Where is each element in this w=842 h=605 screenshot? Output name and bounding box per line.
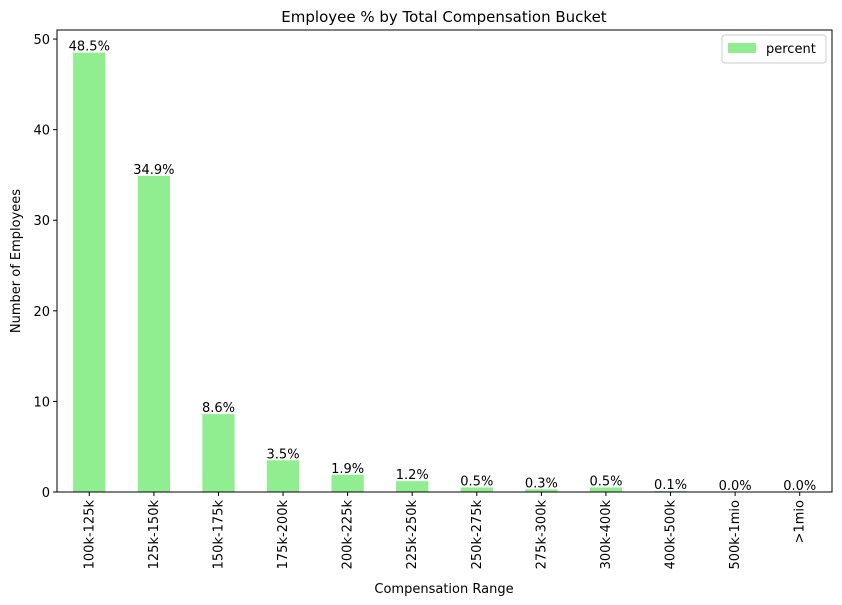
x-tick-label: 175k-200k: [276, 500, 291, 570]
y-tick-label: 50: [33, 33, 50, 48]
bar-value-label: 0.0%: [783, 479, 816, 494]
bar: [589, 487, 623, 492]
bar-labels-group: 48.5% 34.9% 8.6% 3.5% 1.9% 1.2% 0.5% 0.3% 0.5% 0.…: [69, 40, 817, 494]
x-tick-label: 200k-225k: [341, 500, 356, 570]
x-tick-label: 225k-250k: [405, 500, 420, 570]
bar: [331, 474, 364, 492]
y-tick-label: 30: [33, 214, 50, 229]
bar: [137, 175, 171, 493]
y-axis: 0 10 20 30 40 50: [33, 33, 57, 501]
legend-box: [721, 34, 827, 64]
x-axis-label: Compensation Range: [374, 582, 513, 597]
bar: [396, 481, 429, 492]
plot-frame: [56, 29, 833, 493]
x-tick-label: 250k-275k: [470, 500, 485, 570]
x-tick-label: 500k-1mio: [728, 500, 743, 570]
y-tick-label: 40: [33, 124, 50, 139]
x-tick-label: 300k-400k: [599, 500, 614, 570]
bar: [202, 414, 235, 492]
bar-value-label: 0.5%: [460, 474, 493, 489]
bar: [266, 460, 300, 492]
y-tick-label: 0: [42, 486, 50, 501]
x-tick-label: 125k-150k: [147, 500, 162, 570]
bar-value-label: 1.2%: [396, 468, 429, 483]
x-tick-label: >1mio: [793, 500, 808, 543]
legend-swatch: [728, 43, 756, 53]
legend: percent: [721, 34, 827, 64]
y-tick-label: 10: [33, 395, 50, 410]
x-tick-label: 100k-125k: [82, 500, 97, 570]
y-axis-label: Number of Employees: [9, 189, 24, 333]
bar-value-label: 48.5%: [69, 40, 110, 55]
x-tick-label: 275k-300k: [534, 500, 549, 570]
x-tick-label: 150k-175k: [211, 500, 226, 570]
bar-value-label: 0.1%: [654, 478, 687, 493]
bar-value-label: 3.5%: [267, 447, 300, 462]
bar-value-label: 34.9%: [133, 163, 174, 178]
bar-value-label: 1.9%: [331, 462, 364, 477]
y-tick-label: 20: [33, 305, 50, 320]
bar: [460, 487, 493, 492]
bars-group: [73, 52, 687, 493]
bar-value-label: 0.3%: [525, 476, 558, 491]
bar-value-label: 0.5%: [589, 474, 622, 489]
x-axis: 100k-125k 125k-150k 150k-175k 175k-200k 200k…: [82, 492, 808, 570]
bar-value-label: 0.0%: [719, 479, 752, 494]
bar-value-label: 8.6%: [202, 401, 235, 416]
bar: [525, 489, 558, 492]
bar: [73, 52, 106, 492]
x-tick-label: 400k-500k: [664, 500, 679, 570]
chart-title: Employee % by Total Compensation Bucket: [281, 8, 606, 26]
legend-label: percent: [766, 42, 816, 57]
